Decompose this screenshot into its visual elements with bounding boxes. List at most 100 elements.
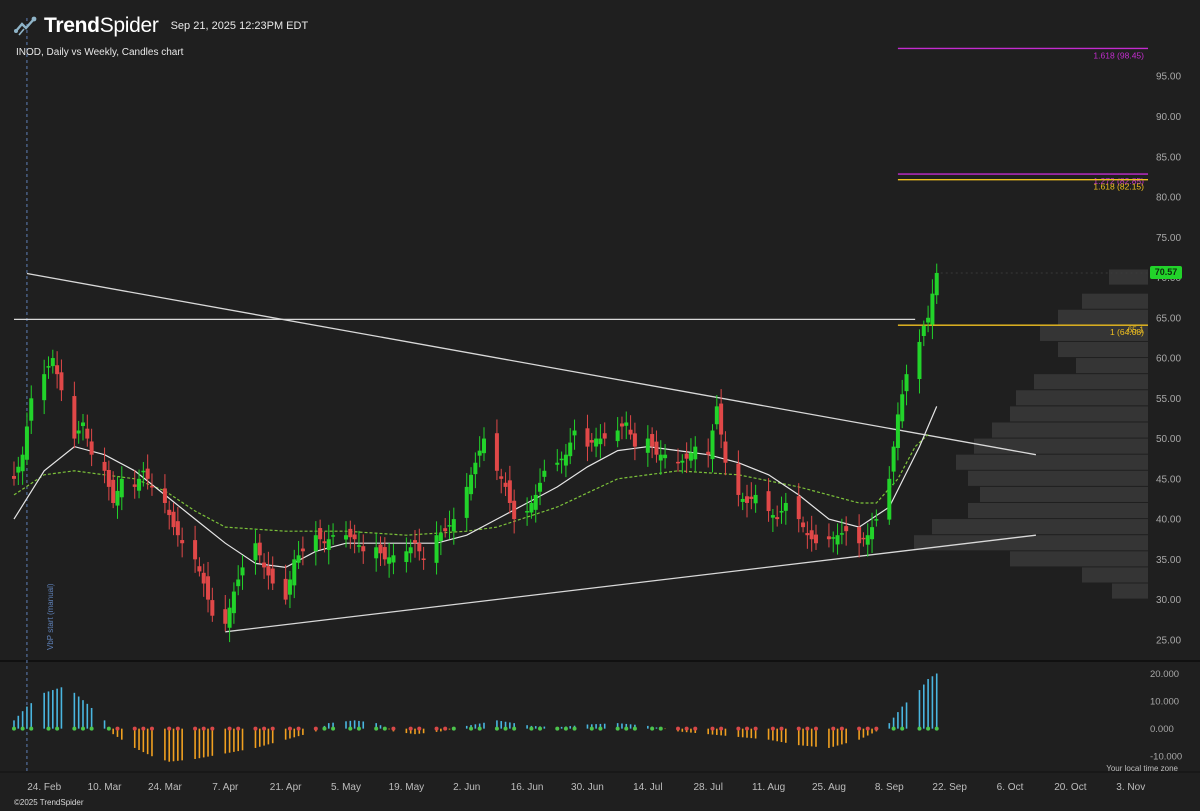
candle-body [805, 533, 810, 536]
oscillator-zero-dot [624, 726, 629, 731]
candle-body [542, 470, 547, 477]
oscillator-zero-dot [417, 726, 422, 731]
oscillator-zero-dot [693, 726, 698, 731]
oscillator-zero-dot [650, 726, 655, 731]
sma-slow-line [13, 434, 929, 536]
price-tick-label: 25.00 [1156, 635, 1181, 646]
oscillator-zero-dot [20, 726, 25, 731]
oscillator-zero-dot [572, 726, 577, 731]
candle-body [857, 527, 862, 544]
date-tick-label: 11. Aug [752, 782, 785, 793]
oscillator-zero-dot [331, 726, 336, 731]
oscillator-zero-dot [72, 726, 77, 731]
candle-body [632, 433, 637, 447]
oscillator-zero-dot [227, 726, 232, 731]
candle-body [753, 494, 758, 504]
candle-body [175, 521, 180, 536]
candle-body [300, 548, 305, 552]
date-tick-label: 21. Apr [270, 782, 302, 793]
oscillator-zero-dot [253, 726, 258, 731]
candle-body [292, 559, 297, 586]
date-tick-label: 25. Aug [812, 782, 846, 793]
candle-body [663, 454, 668, 459]
oscillator-zero-dot [89, 726, 94, 731]
candle-body [477, 450, 482, 456]
volume-profile-bar [1076, 358, 1148, 374]
oscillator-zero-dot [141, 726, 146, 731]
oscillator-zero-dot [322, 726, 327, 731]
volume-profile-bar [1040, 325, 1148, 341]
oscillator-zero-dot [391, 726, 396, 731]
candle-body [106, 470, 111, 487]
candle-body [917, 341, 922, 380]
candle-body [602, 433, 607, 439]
candle-body [356, 545, 361, 547]
candle-body [736, 463, 741, 495]
candle-body [658, 454, 663, 461]
candle-body [344, 535, 349, 540]
oscillator-zero-dot [434, 726, 439, 731]
oscillator-zero-dot [813, 726, 818, 731]
trendline-lower [225, 534, 1036, 633]
date-tick-label: 5. May [331, 782, 361, 793]
oscillator-zero-dot [348, 726, 353, 731]
fib-level-label: 1 (64.08) [1110, 327, 1144, 337]
candle-body [464, 486, 469, 518]
volume-profile-bar [932, 519, 1148, 535]
candle-body [119, 478, 124, 498]
timezone-note: Your local time zone [1106, 764, 1178, 773]
date-tick-label: 20. Oct [1054, 782, 1086, 793]
oscillator-zero-dot [80, 726, 85, 731]
candle-body [193, 540, 198, 560]
oscillator-zero-dot [615, 726, 620, 731]
oscillator-zero-dot [167, 726, 172, 731]
candle-body [775, 517, 780, 520]
candle-body [171, 511, 176, 528]
candle-body [443, 528, 448, 532]
price-tick-label: 45.00 [1156, 474, 1181, 485]
candle-body [382, 547, 387, 560]
candle-body [29, 398, 34, 421]
candle-body [499, 476, 504, 479]
candle-body [749, 496, 754, 499]
price-tick-label: 50.00 [1156, 434, 1181, 445]
candle-body [80, 422, 85, 427]
oscillator-tick-label: -10.000 [1150, 752, 1182, 763]
candle-body [594, 438, 599, 447]
candle-body [167, 509, 172, 516]
volume-profile-bar [1010, 551, 1148, 567]
oscillator-zero-dot [512, 726, 517, 731]
oscillator-zero-dot [779, 726, 784, 731]
candle-body [20, 454, 25, 472]
oscillator-zero-dot [632, 726, 637, 731]
candle-body [473, 462, 478, 475]
date-tick-label: 30. Jun [571, 782, 604, 793]
candle-body [149, 485, 154, 488]
candle-body [538, 482, 543, 492]
oscillator-zero-dot [900, 726, 905, 731]
candle-body [585, 428, 590, 447]
price-tick-label: 80.00 [1156, 193, 1181, 204]
oscillator-zero-dot [115, 726, 120, 731]
candle-body [874, 519, 879, 521]
oscillator-zero-dot [12, 726, 16, 731]
price-tick-label: 55.00 [1156, 394, 1181, 405]
candle-body [408, 547, 413, 554]
oscillator-zero-dot [598, 726, 603, 731]
candle-body [378, 544, 383, 554]
candle-body [331, 535, 336, 537]
candle-body [102, 461, 107, 471]
candle-body [801, 522, 806, 528]
candle-body [503, 482, 508, 487]
oscillator-tick-label: 10.000 [1150, 697, 1179, 708]
header: TrendSpider Sep 21, 2025 12:23PM EDT [14, 14, 308, 38]
candle-body [210, 600, 215, 616]
trendspider-logo-icon [14, 16, 37, 36]
candle-body [262, 562, 267, 568]
oscillator-zero-dot [262, 726, 267, 731]
date-tick-label: 10. Mar [88, 782, 123, 793]
candle-body [55, 365, 60, 375]
candle-body [770, 515, 775, 518]
date-tick-label: 2. Jun [453, 782, 480, 793]
